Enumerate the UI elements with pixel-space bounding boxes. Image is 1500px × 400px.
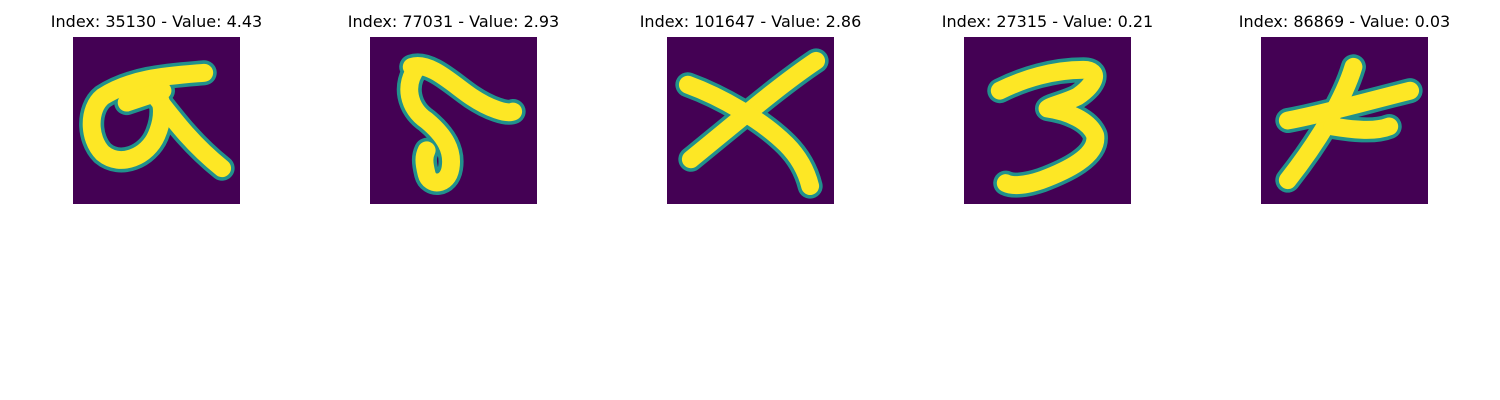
image-panel-5: Index: 86869 - Value: 0.03: [1196, 0, 1493, 210]
panel-title-4: Index: 27315 - Value: 0.21: [941, 12, 1154, 31]
image-panel-2: Index: 77031 - Value: 2.93: [305, 0, 602, 210]
glyph-drawing-5: [1261, 37, 1428, 204]
glyph-drawing-2: [370, 37, 537, 204]
glyph-image-4: [964, 37, 1131, 204]
glyph-image-2: [370, 37, 537, 204]
glyph-drawing-1: [73, 37, 240, 204]
glyph-drawing-4: [964, 37, 1131, 204]
panel-title-2: Index: 77031 - Value: 2.93: [347, 12, 560, 31]
panel-title-5: Index: 86869 - Value: 0.03: [1238, 12, 1451, 31]
glyph-image-5: [1261, 37, 1428, 204]
panel-title-1: Index: 35130 - Value: 4.43: [50, 12, 263, 31]
glyph-drawing-3: [667, 37, 834, 204]
image-panel-1: Index: 35130 - Value: 4.43: [8, 0, 305, 210]
image-panel-4: Index: 27315 - Value: 0.21: [899, 0, 1196, 210]
glyph-image-1: [73, 37, 240, 204]
image-panel-3: Index: 101647 - Value: 2.86: [602, 0, 899, 210]
glyph-image-3: [667, 37, 834, 204]
panel-title-3: Index: 101647 - Value: 2.86: [639, 12, 862, 31]
